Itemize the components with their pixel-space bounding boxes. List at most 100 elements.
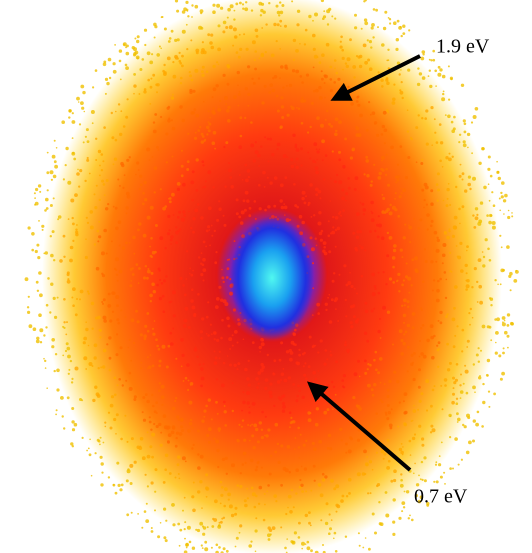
speckle bbox=[146, 147, 151, 152]
speckle bbox=[66, 321, 68, 324]
speckle bbox=[308, 14, 312, 19]
speckle bbox=[335, 129, 338, 133]
speckle bbox=[384, 491, 388, 494]
speckle bbox=[233, 240, 236, 243]
speckle bbox=[430, 424, 434, 428]
speckle bbox=[397, 214, 401, 218]
speckle bbox=[377, 26, 379, 29]
speckle bbox=[231, 334, 234, 337]
speckle bbox=[402, 313, 407, 318]
speckle bbox=[103, 319, 107, 323]
speckle bbox=[179, 238, 182, 241]
speckle bbox=[444, 296, 448, 300]
speckle bbox=[26, 306, 30, 309]
speckle bbox=[176, 463, 180, 467]
speckle bbox=[402, 506, 406, 509]
speckle bbox=[313, 447, 317, 452]
speckle bbox=[382, 110, 387, 115]
speckle bbox=[227, 498, 230, 501]
speckle bbox=[170, 119, 173, 122]
speckle bbox=[327, 220, 330, 223]
speckle bbox=[401, 304, 404, 307]
speckle bbox=[447, 65, 450, 68]
speckle bbox=[328, 250, 332, 254]
speckle bbox=[100, 462, 104, 466]
speckle bbox=[326, 23, 330, 26]
speckle bbox=[322, 544, 324, 546]
speckle bbox=[215, 543, 219, 547]
speckle bbox=[161, 344, 166, 349]
speckle bbox=[174, 0, 179, 3]
speckle bbox=[118, 378, 121, 381]
speckle bbox=[239, 485, 243, 489]
speckle bbox=[271, 526, 276, 530]
speckle bbox=[183, 528, 186, 531]
speckle bbox=[34, 249, 38, 254]
speckle bbox=[96, 394, 101, 398]
speckle bbox=[207, 129, 211, 133]
speckle bbox=[69, 245, 74, 250]
speckle bbox=[305, 377, 308, 381]
speckle bbox=[315, 193, 319, 197]
speckle bbox=[201, 263, 205, 267]
speckle bbox=[452, 392, 455, 396]
speckle bbox=[269, 83, 274, 87]
speckle bbox=[336, 173, 339, 177]
speckle bbox=[437, 279, 440, 283]
speckle bbox=[413, 404, 415, 407]
speckle bbox=[71, 120, 76, 124]
speckle bbox=[176, 38, 180, 42]
speckle bbox=[89, 225, 94, 230]
speckle bbox=[220, 520, 223, 524]
speckle bbox=[471, 152, 473, 155]
speckle bbox=[215, 378, 219, 381]
speckle bbox=[437, 188, 440, 192]
speckle bbox=[339, 45, 343, 49]
speckle bbox=[97, 240, 100, 243]
speckle bbox=[267, 205, 271, 209]
speckle bbox=[346, 57, 351, 62]
speckle bbox=[457, 463, 460, 466]
speckle bbox=[409, 514, 411, 517]
speckle bbox=[172, 61, 175, 64]
speckle bbox=[334, 393, 337, 396]
speckle bbox=[472, 419, 476, 423]
speckle bbox=[126, 98, 129, 101]
speckle bbox=[472, 214, 475, 217]
speckle bbox=[195, 113, 200, 118]
speckle bbox=[321, 478, 326, 482]
speckle bbox=[90, 301, 95, 306]
speckle bbox=[402, 236, 406, 240]
speckle bbox=[304, 28, 308, 32]
speckle bbox=[102, 302, 104, 305]
speckle bbox=[155, 401, 158, 404]
speckle bbox=[364, 371, 368, 375]
speckle bbox=[241, 419, 245, 422]
speckle bbox=[360, 246, 364, 250]
speckle bbox=[315, 244, 318, 247]
speckle bbox=[87, 292, 90, 295]
speckle bbox=[168, 37, 172, 40]
speckle bbox=[280, 372, 285, 377]
speckle bbox=[115, 257, 120, 262]
speckle bbox=[320, 0, 324, 3]
speckle bbox=[180, 365, 183, 368]
speckle bbox=[136, 445, 140, 449]
speckle bbox=[420, 392, 424, 396]
speckle bbox=[452, 345, 456, 349]
speckle bbox=[271, 88, 276, 93]
speckle bbox=[51, 345, 55, 349]
speckle bbox=[309, 157, 312, 160]
speckle bbox=[98, 235, 102, 239]
speckle bbox=[261, 365, 266, 370]
speckle bbox=[392, 265, 395, 269]
speckle bbox=[283, 203, 286, 205]
speckle bbox=[125, 212, 128, 215]
speckle bbox=[380, 133, 384, 136]
speckle bbox=[474, 391, 476, 394]
speckle bbox=[260, 342, 265, 347]
speckle bbox=[120, 483, 124, 487]
speckle bbox=[342, 165, 346, 169]
speckle bbox=[296, 224, 300, 228]
speckle bbox=[460, 83, 465, 88]
